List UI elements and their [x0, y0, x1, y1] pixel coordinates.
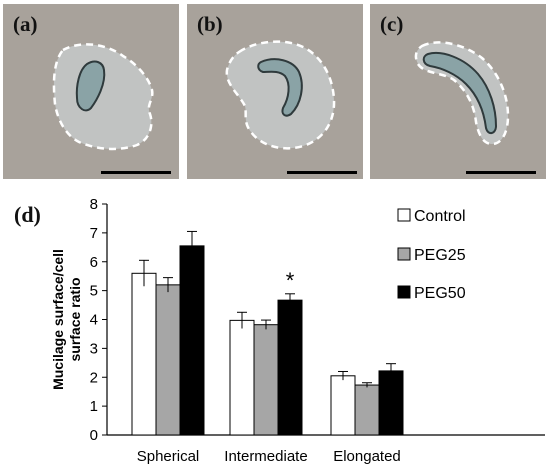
bar-control-spherical	[131, 272, 157, 436]
panel-label-a: (a)	[13, 12, 38, 36]
panel-label-c: (c)	[380, 12, 404, 36]
y-tick-label: 2	[90, 369, 98, 386]
scale-bar	[287, 171, 357, 174]
y-tick-label: 0	[90, 427, 98, 444]
legend-label-peg50: PEG50	[414, 285, 466, 302]
significance-marker: *	[286, 268, 295, 293]
bar-peg50-elongated	[378, 370, 404, 436]
bar-peg25-spherical	[155, 284, 181, 436]
legend-label-control: Control	[414, 208, 466, 225]
bar-control-elongated	[330, 375, 356, 436]
bar-chart-panel: (d) 0 1 2 3 4 5 6 7 8 Mucilage surface/cellsurfac…	[0, 182, 550, 468]
bar-peg25-elongated	[354, 384, 380, 436]
y-tick-label: 5	[90, 283, 98, 300]
x-tick-label: Intermediate	[224, 448, 307, 465]
bar-peg50-intermediate	[277, 299, 303, 436]
micrograph-a: (a)	[3, 4, 179, 179]
y-tick-label: 8	[90, 196, 98, 213]
legend-swatch-control	[397, 208, 411, 222]
bar-control-intermediate	[229, 319, 255, 436]
bar-peg25-intermediate	[253, 324, 279, 436]
scale-bar	[466, 171, 536, 174]
x-tick-label: Spherical	[137, 448, 200, 465]
y-tick-label: 3	[90, 340, 98, 357]
y-tick-label: 1	[90, 398, 98, 415]
bar-chart: 0 1 2 3 4 5 6 7 8 Mucilage surface/cellsurface ra…	[50, 196, 545, 465]
y-axis-label: Mucilage surface/cellsurface ratio	[50, 249, 83, 390]
y-tick-label: 7	[90, 225, 98, 242]
panel-label-d: (d)	[14, 202, 41, 227]
legend-label-peg25: PEG25	[414, 247, 466, 264]
y-tick-label: 4	[90, 312, 98, 329]
micrograph-b: (b)	[187, 4, 363, 179]
micrograph-c: (c)	[370, 4, 546, 179]
y-tick-label: 6	[90, 254, 98, 271]
legend-swatch-peg25	[397, 247, 411, 261]
bar-peg50-spherical	[179, 245, 205, 436]
scale-bar	[101, 171, 171, 174]
legend-swatch-peg50	[397, 285, 411, 299]
panel-label-b: (b)	[197, 12, 223, 36]
x-tick-label: Elongated	[333, 448, 401, 465]
